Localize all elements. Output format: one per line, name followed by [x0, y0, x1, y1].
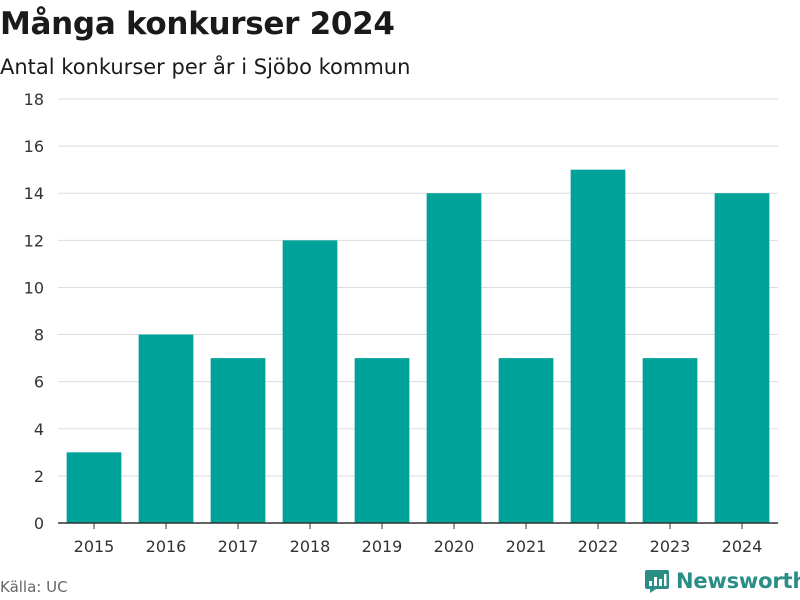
bar-2015 — [66, 452, 122, 523]
y-tick-label: 8 — [34, 326, 44, 345]
source-note: Källa: UC — [0, 578, 68, 596]
y-tick-label: 4 — [34, 420, 44, 439]
bar-2019 — [354, 358, 410, 523]
y-tick-label: 16 — [24, 137, 44, 156]
x-tick-label: 2020 — [434, 537, 475, 556]
brand-logo: Newsworthy — [644, 568, 800, 594]
x-tick-label: 2018 — [290, 537, 331, 556]
bar-2017 — [210, 358, 266, 523]
x-tick-label: 2021 — [506, 537, 547, 556]
chart-subtitle: Antal konkurser per år i Sjöbo kommun — [0, 55, 411, 79]
x-tick-label: 2017 — [218, 537, 259, 556]
y-tick-label: 14 — [24, 184, 44, 203]
x-tick-label: 2024 — [722, 537, 763, 556]
grid-lines — [58, 98, 778, 477]
x-tick-label: 2019 — [362, 537, 403, 556]
y-tick-label: 12 — [24, 231, 44, 250]
bar-2023 — [642, 358, 698, 523]
y-tick-label: 6 — [34, 373, 44, 392]
x-tick-label: 2016 — [146, 537, 187, 556]
bars — [66, 169, 770, 524]
x-tick-label: 2023 — [650, 537, 691, 556]
bar-2021 — [498, 358, 554, 523]
bar-2020 — [426, 193, 482, 523]
x-tick-label: 2015 — [74, 537, 115, 556]
brand-name: Newsworthy — [676, 569, 800, 593]
bar-2016 — [138, 334, 194, 523]
x-tick-label: 2022 — [578, 537, 619, 556]
y-tick-label: 18 — [24, 90, 44, 109]
axes: 0 2 4 6 8 10 12 14 16 18 2015 2016 2017 2018 2019 2020 2… — [24, 90, 778, 556]
y-tick-label: 10 — [24, 278, 44, 297]
y-tick-label: 0 — [34, 514, 44, 533]
newsworthy-logo-icon — [645, 570, 669, 593]
bar-2018 — [282, 240, 338, 524]
bar-2024 — [714, 193, 770, 523]
chart-title: Många konkurser 2024 — [0, 6, 395, 42]
y-tick-label: 2 — [34, 467, 44, 486]
bar-2022 — [570, 169, 626, 523]
